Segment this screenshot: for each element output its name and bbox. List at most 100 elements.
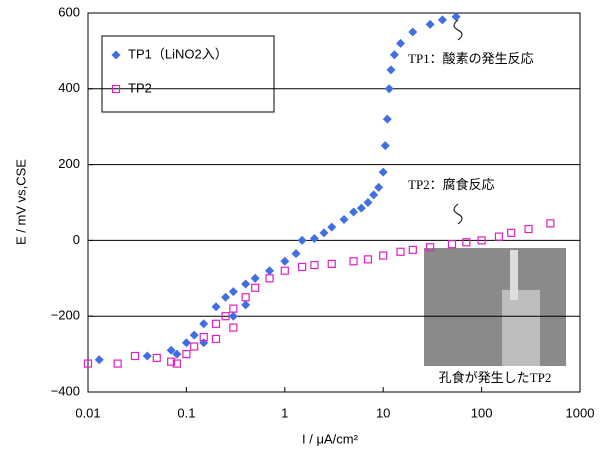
data-point <box>211 302 221 312</box>
data-point <box>94 355 104 365</box>
photo-detail <box>502 290 540 366</box>
data-point <box>380 141 390 151</box>
data-point <box>356 203 366 213</box>
data-point <box>280 266 289 275</box>
legend-marker <box>111 84 121 94</box>
data-point <box>382 114 392 124</box>
x-tick-label: 10 <box>376 405 390 420</box>
data-point <box>199 332 208 342</box>
data-point <box>408 245 417 254</box>
data-point <box>229 304 238 313</box>
data-point <box>546 219 555 228</box>
data-point <box>378 167 388 177</box>
data-point <box>181 338 191 348</box>
x-tick-label: 1000 <box>566 405 595 420</box>
photo <box>424 248 566 366</box>
data-point <box>389 50 399 60</box>
annotation: TP1：酸素の発生反応 <box>408 51 534 66</box>
data-point <box>507 228 516 237</box>
data-point <box>83 359 93 368</box>
data-point <box>386 65 396 75</box>
data-point <box>451 12 461 22</box>
legend-marker <box>111 50 121 60</box>
legend-box <box>101 35 275 113</box>
annotation: TP2：腐食反応 <box>408 177 495 192</box>
data-point <box>327 222 337 232</box>
data-point <box>447 240 457 249</box>
data-point <box>211 334 221 344</box>
data-point <box>349 207 359 217</box>
x-axis-label: I / μA/cm² <box>302 431 359 446</box>
x-tick-label: 0.1 <box>177 405 195 420</box>
data-point <box>291 249 301 259</box>
data-point <box>396 247 405 256</box>
x-tick-label: 100 <box>471 405 493 420</box>
data-point <box>167 357 176 366</box>
data-point <box>172 359 181 368</box>
data-point <box>319 228 329 238</box>
data-point <box>228 311 238 321</box>
annotation: 孔食が発生したTP2 <box>439 370 552 385</box>
y-tick-label: 400 <box>58 80 80 95</box>
data-point <box>113 359 122 368</box>
data-point <box>265 266 275 276</box>
data-point <box>310 260 319 270</box>
data-point <box>228 287 238 297</box>
data-point <box>363 255 373 264</box>
x-tick-label: 1 <box>281 405 288 420</box>
y-tick-label: 0 <box>73 232 80 247</box>
data-point <box>297 235 307 245</box>
data-point <box>265 274 274 283</box>
data-point <box>211 319 221 328</box>
pointer <box>453 19 463 41</box>
y-tick-label: −400 <box>51 383 80 398</box>
data-point <box>309 234 319 244</box>
pointer <box>453 203 463 225</box>
data-point <box>182 350 191 359</box>
data-point <box>280 256 290 266</box>
data-point <box>437 15 447 25</box>
data-point <box>462 238 471 247</box>
data-point <box>339 215 349 225</box>
data-point <box>152 353 161 362</box>
data-point <box>221 292 231 302</box>
y-tick-label: 200 <box>58 156 80 171</box>
data-point <box>298 262 307 272</box>
data-point <box>241 293 250 302</box>
data-point <box>189 330 199 340</box>
legend-label: TP1（LiNO2入） <box>128 46 228 61</box>
data-point <box>396 38 406 48</box>
data-point <box>374 182 384 192</box>
data-point <box>494 232 504 241</box>
data-point <box>241 279 251 289</box>
legend-label: TP2 <box>128 80 152 95</box>
data-point <box>363 198 373 207</box>
data-point <box>190 342 199 351</box>
data-point <box>251 283 260 292</box>
data-point <box>477 236 486 245</box>
data-point <box>384 84 394 94</box>
data-point <box>349 257 358 266</box>
data-point <box>166 345 176 355</box>
data-point <box>379 251 388 260</box>
data-point <box>425 19 435 29</box>
y-tick-label: 600 <box>58 4 80 19</box>
data-point <box>250 273 260 283</box>
data-point <box>172 349 182 359</box>
data-point <box>130 351 140 361</box>
data-point <box>369 190 379 200</box>
y-tick-label: −200 <box>51 308 80 323</box>
data-point <box>199 319 209 329</box>
data-point <box>524 224 533 234</box>
data-point <box>221 312 230 321</box>
data-point <box>426 243 435 252</box>
data-point <box>327 259 336 268</box>
data-point <box>142 351 152 361</box>
data-point <box>241 300 251 310</box>
data-point <box>229 323 238 332</box>
x-tick-label: 0.01 <box>75 405 100 420</box>
data-point <box>408 27 418 37</box>
y-axis-label: E / mV vs,CSE <box>13 159 28 245</box>
